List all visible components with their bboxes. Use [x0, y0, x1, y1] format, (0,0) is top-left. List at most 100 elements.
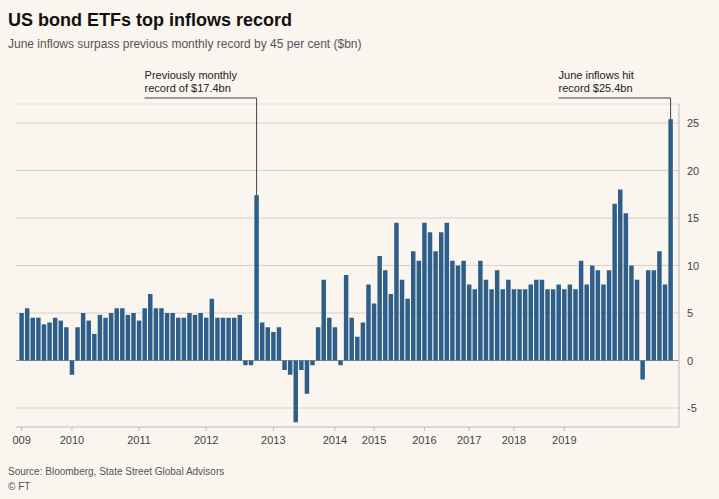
grid-line [16, 123, 679, 124]
y-tick-label: 25 [687, 117, 699, 129]
grid-line [16, 170, 679, 171]
x-tick [424, 427, 425, 431]
bar [170, 313, 174, 361]
bar [254, 195, 258, 360]
bar [573, 289, 577, 360]
bar [596, 270, 600, 360]
bar [668, 119, 672, 360]
bar [473, 289, 477, 360]
bar [182, 318, 186, 361]
bar [333, 327, 337, 360]
bar [226, 318, 230, 361]
bar [176, 318, 180, 361]
bar [506, 280, 510, 361]
x-tick-label: 2013 [261, 434, 285, 446]
bar [86, 321, 90, 361]
bar [372, 304, 376, 361]
y-tick-label: -5 [687, 402, 697, 414]
bar [366, 285, 370, 361]
bar [187, 313, 191, 361]
bar [92, 334, 96, 361]
bar [131, 313, 135, 361]
bar [221, 318, 225, 361]
subtitle: June inflows surpass previous monthly re… [8, 37, 362, 51]
bar [47, 323, 51, 361]
annotation-line-text: record $25.4bn [559, 82, 633, 94]
bar [198, 313, 202, 361]
x-tick [206, 427, 207, 431]
bars [19, 119, 672, 422]
y-tick-label: 0 [687, 355, 693, 367]
bar [70, 361, 74, 375]
source: Source: Bloomberg, State Street Global A… [8, 466, 224, 477]
annotation: June inflows hitrecord $25.4bn [559, 69, 634, 94]
plot-top-line [16, 104, 679, 105]
x-tick [513, 427, 514, 431]
bar [338, 361, 342, 366]
bar [400, 280, 404, 361]
bar [266, 327, 270, 360]
x-tick [564, 427, 565, 431]
annotation-line-text: Previously monthly [145, 69, 238, 81]
bar [624, 213, 628, 360]
bar [126, 315, 130, 361]
bar [327, 318, 331, 361]
bar [556, 285, 560, 361]
bar [545, 289, 549, 360]
bar [422, 223, 426, 361]
bar [601, 285, 605, 361]
bar [590, 266, 594, 361]
bar [394, 223, 398, 361]
x-axis-line [16, 427, 679, 428]
bar [540, 280, 544, 361]
x-tick-label: 2012 [194, 434, 218, 446]
x-tick [71, 427, 72, 431]
bar [646, 270, 650, 360]
y-tick-label: 20 [687, 165, 699, 177]
bar [361, 323, 365, 361]
x-tick [334, 427, 335, 431]
bar [640, 361, 644, 380]
chart: US bond ETFs top inflows record June infl… [0, 0, 719, 499]
bar [98, 315, 102, 361]
bar [355, 337, 359, 361]
grid [16, 123, 679, 408]
bar [568, 285, 572, 361]
bar [148, 294, 152, 361]
bar [305, 361, 309, 394]
bar [282, 361, 286, 371]
x-tick [139, 427, 140, 431]
bar [534, 280, 538, 361]
x-tick-label: 2019 [552, 434, 576, 446]
bar [417, 261, 421, 361]
bar [461, 261, 465, 361]
x-tick-label: 2017 [457, 434, 481, 446]
bar [445, 223, 449, 361]
bar [517, 289, 521, 360]
bar [562, 289, 566, 360]
bar [383, 270, 387, 360]
bar [411, 251, 415, 360]
x-tick-label: 2011 [127, 434, 151, 446]
x-tick-label: 2016 [412, 434, 436, 446]
bar [495, 270, 499, 360]
annotation-line-text: record of $17.4bn [145, 82, 231, 94]
y-tick-label: 5 [687, 307, 693, 319]
bar [53, 318, 57, 361]
annotation-line [145, 98, 257, 195]
copyright: © FT [8, 481, 30, 492]
bar [310, 361, 314, 366]
bar [204, 318, 208, 361]
bar [142, 308, 146, 360]
x-tick [273, 427, 274, 431]
bar [120, 308, 124, 360]
title: US bond ETFs top inflows record [8, 10, 292, 30]
bar [528, 285, 532, 361]
bar [215, 318, 219, 361]
bar [232, 318, 236, 361]
y-tick-label: 15 [687, 212, 699, 224]
bar [389, 294, 393, 361]
bar [316, 327, 320, 360]
bar [165, 313, 169, 361]
x-tick [374, 427, 375, 431]
